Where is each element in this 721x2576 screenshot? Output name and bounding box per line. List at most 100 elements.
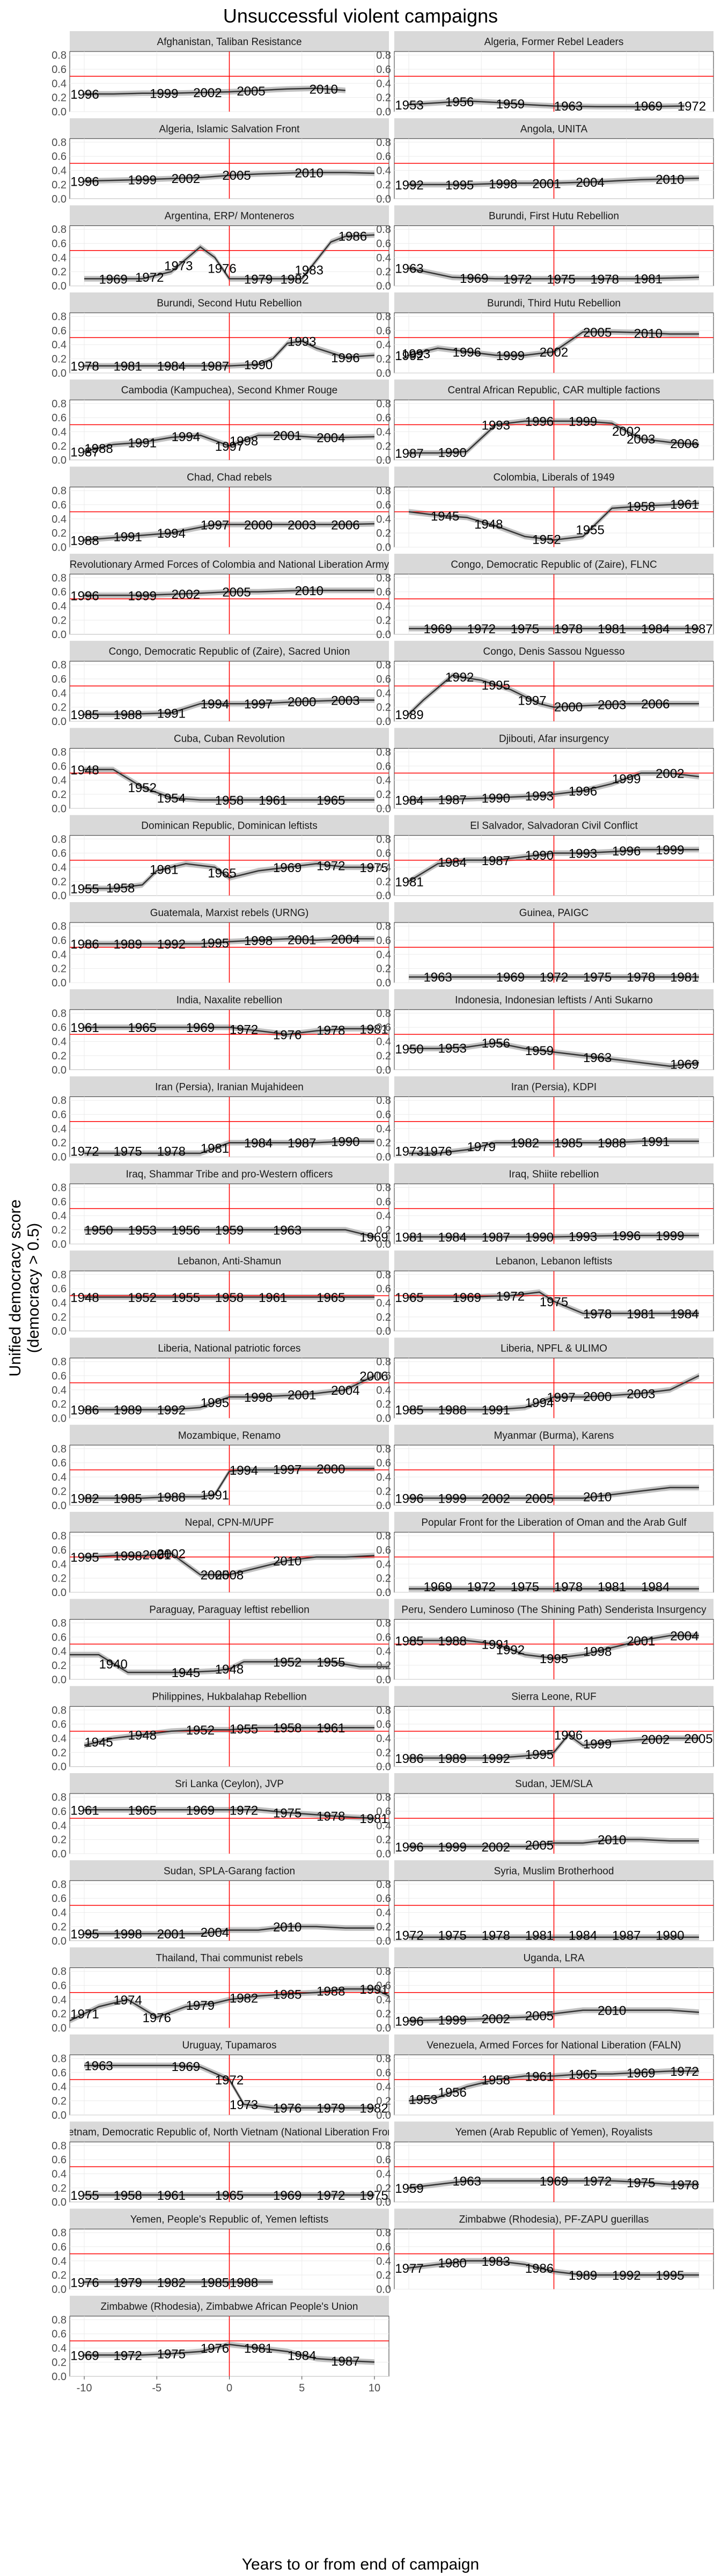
y-tick-label: 0.6 — [52, 64, 67, 76]
y-tick-label: 0.0 — [52, 977, 67, 989]
panel-series — [70, 225, 389, 286]
year-label: 1981 — [113, 360, 142, 374]
year-label: 1972 — [496, 1289, 525, 1304]
panel-strip — [394, 1773, 713, 1794]
y-tick-label: 0.2 — [376, 614, 391, 626]
year-label: 1999 — [496, 349, 525, 363]
year-label: 1997 — [518, 694, 546, 708]
panel: India, Naxalite rebellion 0.0 0.2 0.4 0.6 0.8… — [52, 989, 389, 1076]
panel: Algeria, Islamic Salvation Front 0.0 0.2 0.… — [52, 118, 389, 205]
y-tick-label: 0.2 — [52, 1747, 67, 1759]
panel-series — [70, 1532, 389, 1593]
year-label: 2001 — [143, 1548, 171, 1563]
panel-title: Uruguay, Tupamaros — [182, 2040, 276, 2051]
y-tick-label: 0.6 — [376, 760, 391, 772]
panel-series — [394, 1880, 713, 1941]
panel-series — [394, 1096, 713, 1157]
panel-title: Iraq, Shiite rebellion — [509, 1169, 599, 1180]
year-label: 1995 — [201, 936, 229, 951]
year-label: 1986 — [70, 938, 99, 952]
panel: Congo, Democratic Republic of (Zaire), F… — [376, 553, 714, 641]
y-tick-label: 0.4 — [376, 1472, 391, 1483]
y-axis-title: Unified democracy score (democracy > 0.5… — [6, 1199, 42, 1377]
year-label: 2005 — [237, 84, 265, 99]
year-label: 2001 — [288, 933, 316, 948]
year-label: 1994 — [525, 1396, 554, 1410]
y-tick-label: 0.4 — [52, 78, 67, 90]
panel: Guinea, PAIGC 0.0 0.2 0.4 0.6 0.8 1963 1969 1972… — [376, 902, 714, 989]
y-tick-label: 0.4 — [376, 165, 391, 177]
panel: Algeria, Former Rebel Leaders 0.0 0.2 0.4 0.… — [376, 31, 714, 118]
panel-strip — [394, 989, 713, 1010]
year-label: 1991 — [482, 1403, 510, 1418]
panel-strip — [70, 1250, 389, 1271]
year-label: 1999 — [438, 1492, 466, 1506]
y-tick-label: 0.0 — [52, 803, 67, 815]
panel: Myanmar (Burma), Karens 0.0 0.2 0.4 0.6 0.8 19… — [376, 1424, 714, 1512]
year-label: 1973 — [395, 1145, 423, 1159]
confidence-band — [84, 2062, 374, 2111]
panel-series — [394, 1532, 713, 1593]
panel-strip — [394, 292, 713, 313]
year-label: 1978 — [627, 970, 655, 985]
y-tick-label: 0.4 — [376, 1907, 391, 1919]
year-label: 1969 — [186, 1021, 215, 1035]
year-label: 1995 — [525, 1748, 554, 1762]
y-tick-label: 0.0 — [52, 106, 67, 118]
year-label: 1988 — [230, 2275, 258, 2290]
year-label: 1976 — [273, 1028, 301, 1042]
panel-series — [70, 1358, 389, 1418]
year-label: 1969 — [627, 2066, 655, 2081]
y-tick-label: 0.0 — [52, 2371, 67, 2383]
year-label: 1977 — [395, 2262, 423, 2276]
year-label: 1961 — [70, 1803, 99, 1818]
year-label: 1995 — [656, 2268, 684, 2283]
y-tick-label: 0.8 — [376, 2227, 391, 2239]
year-label: 1972 — [467, 1580, 496, 1594]
panel-strip — [394, 31, 713, 52]
year-label: 1958 — [482, 2073, 510, 2088]
panel: Liberia, National patriotic forces 0.0 0.2… — [52, 1337, 389, 1425]
y-tick-label: 0.8 — [52, 1269, 67, 1281]
y-tick-label: 0.6 — [376, 1109, 391, 1121]
y-tick-label: 0.4 — [52, 1385, 67, 1396]
y-tick-label: 0.6 — [376, 1022, 391, 1034]
confidence-band — [84, 521, 374, 543]
x-axis: -10 -5 0 5 10 — [77, 2376, 380, 2394]
year-label: 1974 — [113, 1993, 142, 2008]
year-label: 1982 — [359, 2102, 388, 2116]
year-label: 1979 — [317, 2102, 345, 2116]
year-label: 1981 — [244, 2341, 273, 2356]
panel-title: Myanmar (Burma), Karens — [494, 1430, 614, 1441]
series-line — [409, 1234, 699, 1238]
y-tick-label: 0.0 — [52, 2110, 67, 2121]
year-label: 1987 — [482, 854, 510, 868]
y-tick-label: 0.4 — [52, 862, 67, 874]
panel-title: Paraguay, Paraguay leftist rebellion — [149, 1604, 310, 1615]
y-tick-label: 0.8 — [376, 224, 391, 236]
y-tick-label: 0.8 — [376, 1618, 391, 1629]
y-tick-label: 0.8 — [376, 2053, 391, 2065]
year-label: 1969 — [460, 272, 488, 286]
year-label: 1961 — [317, 1721, 345, 1736]
year-label: 1953 — [409, 2092, 437, 2107]
panel-strip — [394, 2121, 713, 2142]
panel-strip — [70, 815, 389, 836]
series-line — [84, 1809, 375, 1819]
y-tick-label: 0.6 — [376, 1370, 391, 1382]
panel-strip — [70, 1163, 389, 1184]
panel-series — [70, 1445, 389, 1505]
year-label: 1987 — [684, 622, 712, 636]
year-label: 1972 — [70, 1145, 99, 1159]
panel-title: Cambodia (Kampuchea), Second Khmer Rouge — [121, 385, 337, 396]
confidence-band — [409, 1373, 699, 1413]
confidence-band — [84, 1807, 374, 1821]
y-tick-label: 0.2 — [376, 1485, 391, 1497]
series-line — [84, 2344, 375, 2363]
year-label: 1996 — [453, 345, 481, 360]
year-label: 1958 — [273, 1721, 301, 1736]
y-tick-label: 0.6 — [376, 1458, 391, 1469]
panel-strip — [70, 1424, 389, 1445]
y-tick-label: 0.0 — [52, 1587, 67, 1599]
panel-series — [70, 487, 389, 547]
